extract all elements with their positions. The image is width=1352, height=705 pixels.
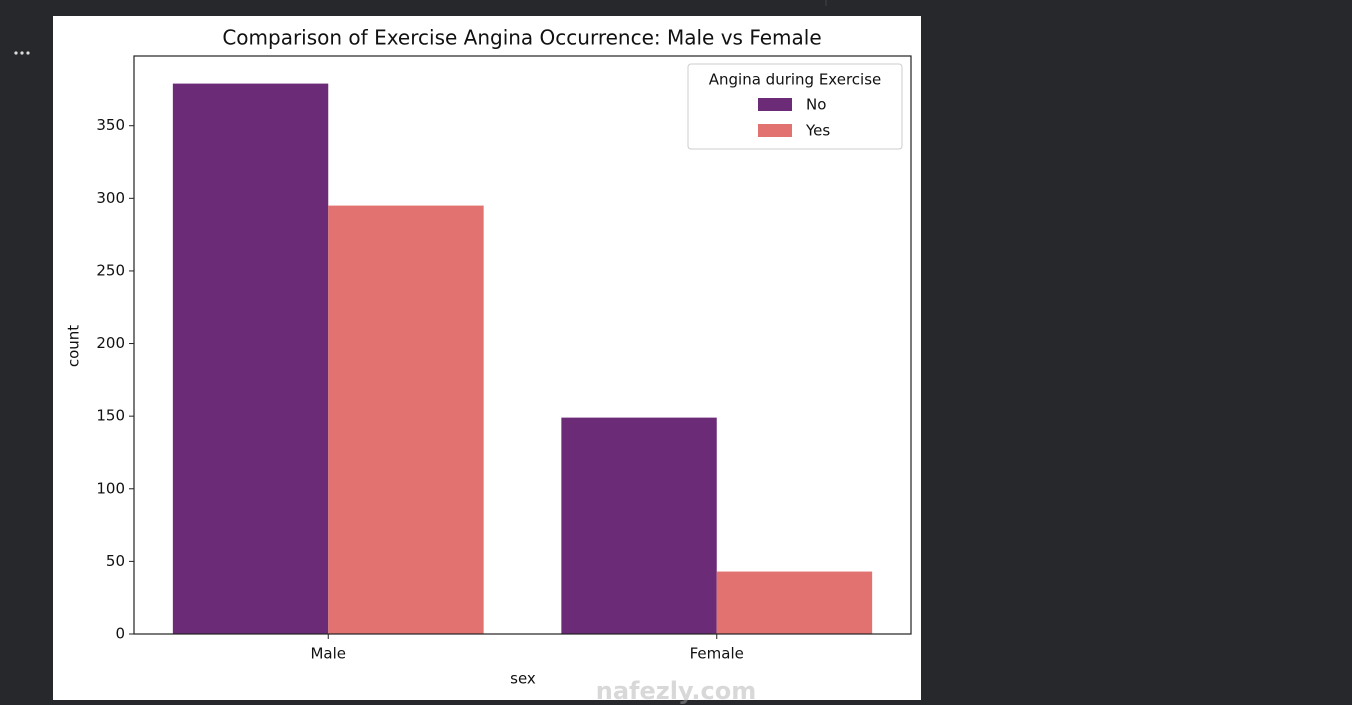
y-axis-label: count bbox=[65, 325, 83, 367]
legend-title: Angina during Exercise bbox=[709, 71, 882, 89]
watermark: nafezly.com bbox=[596, 677, 756, 705]
legend-label: Yes bbox=[805, 122, 830, 140]
cell-menu[interactable] bbox=[14, 51, 30, 55]
axes-frame bbox=[133, 55, 912, 635]
y-tick-label: 300 bbox=[96, 189, 125, 207]
legend-label: No bbox=[806, 96, 826, 114]
legend-swatch bbox=[758, 124, 792, 137]
bar bbox=[328, 205, 484, 634]
legend-box bbox=[687, 63, 903, 150]
chart-title: Comparison of Exercise Angina Occurrence… bbox=[222, 26, 821, 50]
y-tick-label: 0 bbox=[115, 625, 125, 643]
y-tick-label: 100 bbox=[96, 479, 125, 497]
x-tick-label: Female bbox=[690, 645, 744, 663]
legend-swatch bbox=[758, 98, 792, 111]
plot-area bbox=[172, 83, 873, 635]
bar bbox=[716, 571, 873, 634]
x-axis-label: sex bbox=[510, 670, 536, 688]
x-tick-label: Male bbox=[310, 645, 346, 663]
legend: Angina during Exercise No Yes bbox=[687, 63, 903, 150]
dot bbox=[26, 51, 30, 55]
y-tick-label: 150 bbox=[96, 407, 125, 425]
y-tick-label: 200 bbox=[96, 334, 125, 352]
dot bbox=[14, 51, 18, 55]
y-tick-label: 50 bbox=[106, 552, 125, 570]
bar bbox=[172, 83, 329, 635]
y-tick-label: 250 bbox=[96, 261, 125, 279]
y-tick-label: 350 bbox=[96, 116, 125, 134]
bar bbox=[561, 417, 717, 634]
dot bbox=[20, 51, 24, 55]
